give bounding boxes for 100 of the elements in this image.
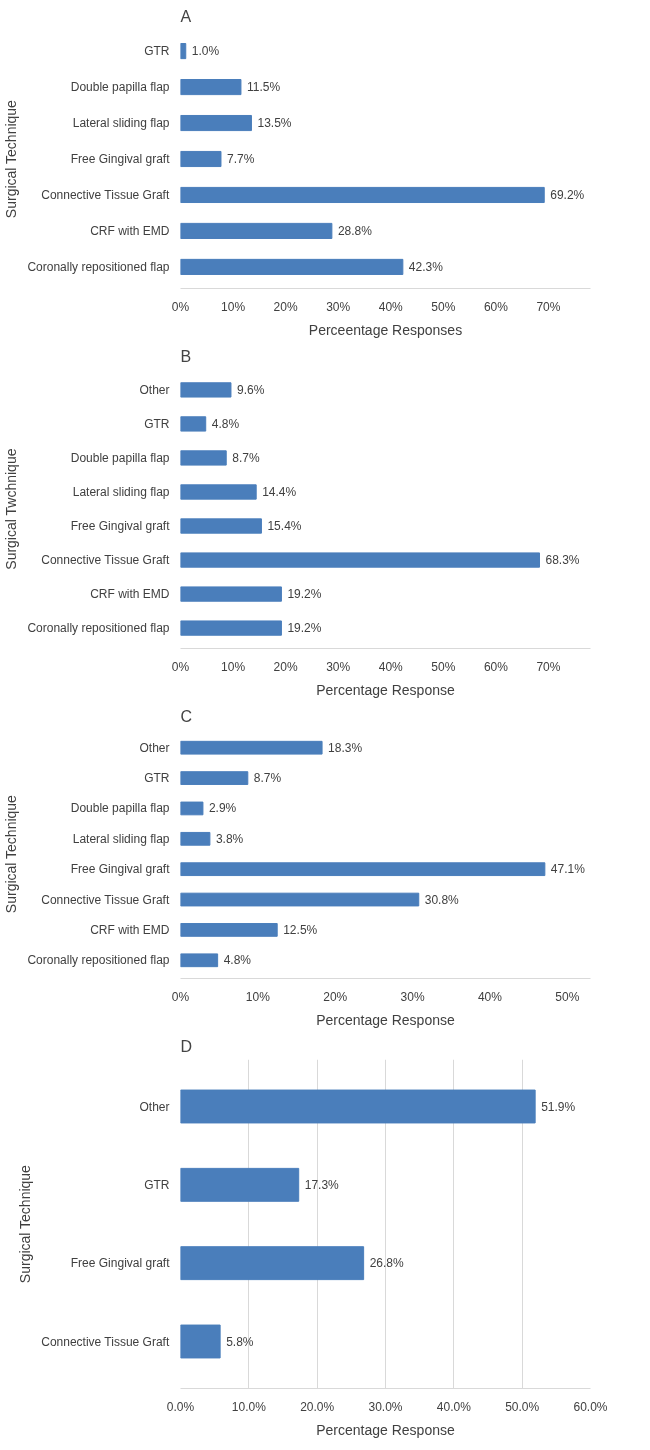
bar [180, 740, 323, 755]
bar [180, 258, 404, 275]
y-tick-label: Double papilla flap [70, 80, 170, 95]
x-tick-label: 30% [326, 299, 351, 314]
x-tick-label: 60.0% [573, 1399, 608, 1414]
y-axis-title: Surgical Twchnique [3, 448, 20, 570]
data-label: 19.2% [287, 621, 322, 636]
x-tick-label: 10% [221, 299, 246, 314]
bar [180, 586, 282, 602]
y-tick-label: Free Gingival graft [70, 1256, 171, 1271]
bar [180, 382, 232, 398]
x-tick-label: 20.0% [300, 1399, 335, 1414]
x-tick-label: 40% [477, 989, 503, 1004]
bar [180, 892, 420, 907]
y-tick-label: CRF with EMD [90, 223, 170, 238]
bar [180, 953, 219, 968]
data-label: 7.7% [226, 152, 255, 166]
data-label: 5.8% [226, 1334, 254, 1349]
y-tick-label: GTR [144, 416, 170, 431]
data-label: 47.1% [550, 862, 586, 877]
y-tick-label: Connective Tissue Graft [41, 187, 170, 202]
x-axis-title: Percentage Response [316, 1011, 455, 1028]
data-label: 42.3% [408, 259, 444, 274]
y-tick-label: Other [139, 740, 170, 755]
x-tick-label: 70% [536, 299, 561, 314]
data-label: 19.2% [287, 587, 322, 602]
bar [180, 114, 252, 132]
x-tick-label: 30% [326, 659, 351, 674]
y-axis-title: Surgical Technique [3, 99, 20, 219]
bar [180, 552, 541, 568]
data-label: 13.5% [257, 116, 292, 131]
bar [180, 1324, 221, 1359]
bar [180, 831, 211, 846]
x-tick-label: 40.0% [436, 1399, 472, 1414]
y-tick-label: CRF with EMD [90, 922, 170, 937]
x-tick-label: 0% [171, 659, 190, 674]
y-tick-label: Other [139, 382, 170, 397]
y-tick-label: Coronally repositioned flap [27, 259, 170, 274]
bar [180, 862, 546, 877]
x-tick-label: 60% [483, 299, 509, 314]
bar [180, 1246, 365, 1281]
data-label: 2.9% [208, 801, 237, 816]
chart-title: C [180, 707, 193, 725]
data-label: 1.0% [191, 44, 220, 59]
data-label: 68.3% [545, 553, 580, 568]
y-tick-label: CRF with EMD [90, 587, 170, 602]
chart-title: B [180, 347, 192, 365]
chart-title: A [180, 7, 192, 25]
y-tick-label: Free Gingival graft [70, 862, 171, 877]
y-tick-label: Connective Tissue Graft [41, 553, 170, 568]
y-tick-label: Free Gingival graft [70, 519, 171, 534]
data-label: 69.2% [550, 187, 585, 202]
chart-title: D [180, 1037, 193, 1055]
x-tick-label: 20% [323, 989, 348, 1004]
y-axis-title: Surgical Technique [17, 1164, 34, 1284]
x-tick-label: 30% [400, 989, 425, 1004]
y-tick-label: Coronally repositioned flap [27, 953, 170, 968]
data-label: 9.6% [236, 382, 265, 397]
y-tick-label: GTR [144, 1177, 170, 1192]
bar [180, 416, 207, 432]
x-tick-label: 10% [245, 989, 271, 1004]
x-tick-label: 50% [431, 659, 456, 674]
x-tick-label: 50.0% [505, 1399, 540, 1414]
x-axis-title: Percentage Response [316, 1421, 455, 1438]
y-tick-label: GTR [144, 771, 170, 786]
x-axis-title: Perceentage Responses [308, 321, 463, 338]
bar [180, 1089, 536, 1124]
y-tick-label: Double papilla flap [70, 801, 170, 816]
x-tick-label: 40% [378, 299, 404, 314]
data-label: 3.8% [215, 831, 244, 846]
y-tick-label: Free Gingival graft [70, 152, 171, 166]
bar [180, 620, 282, 636]
data-label: 15.4% [267, 519, 302, 534]
data-label: 18.3% [328, 740, 363, 755]
data-label: 8.7% [253, 771, 282, 786]
y-tick-label: Other [139, 1099, 170, 1114]
data-label: 4.8% [223, 953, 252, 968]
data-label: 26.8% [369, 1256, 404, 1271]
x-tick-label: 30.0% [368, 1399, 403, 1414]
x-tick-label: 60% [483, 659, 509, 674]
x-tick-label: 40% [378, 659, 404, 674]
y-tick-label: Lateral sliding flap [72, 116, 170, 131]
x-axis-title: Percentage Response [316, 681, 455, 698]
data-label: 11.5% [246, 80, 281, 95]
x-tick-label: 50% [431, 299, 456, 314]
data-label: 8.7% [232, 450, 260, 465]
x-tick-label: 20% [273, 299, 298, 314]
bar [180, 222, 333, 239]
bar [180, 79, 242, 96]
bar [180, 801, 204, 816]
x-tick-label: 0.0% [166, 1399, 195, 1414]
data-label: 28.8% [337, 223, 373, 238]
data-label: 17.3% [304, 1177, 340, 1192]
bar [180, 186, 545, 204]
y-tick-label: Connective Tissue Graft [41, 892, 170, 907]
y-tick-label: Coronally repositioned flap [27, 621, 170, 636]
y-axis-title: Surgical Technique [3, 794, 20, 914]
data-label: 4.8% [211, 416, 240, 431]
bar [180, 923, 278, 937]
bar [180, 450, 227, 466]
